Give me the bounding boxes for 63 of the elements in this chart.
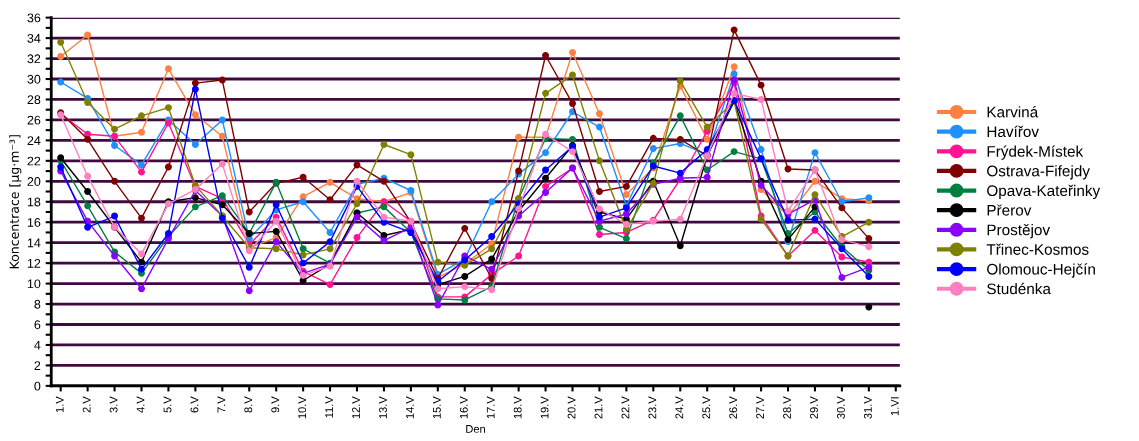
y-tick-label: 30: [27, 74, 41, 84]
y-tick-label: 26: [27, 115, 41, 125]
legend-label: Přerov: [987, 204, 1032, 216]
legend-label: Ostrava-Fifejdy: [987, 165, 1090, 180]
x-tick-label: 22.V: [621, 396, 630, 419]
x-tick-label: 28.V: [783, 396, 791, 419]
x-tick-label: 1.VI: [891, 397, 899, 416]
x-tick-label: 3.V: [109, 396, 118, 413]
x-tick-label: 18.V: [513, 396, 522, 419]
y-tick-label: 16: [27, 218, 41, 227]
y-tick-label: 36: [27, 13, 41, 23]
y-tick-label: 28: [27, 95, 41, 105]
y-tick-label: 14: [27, 238, 41, 248]
legend-label: Opava-Kateřinky: [987, 184, 1101, 200]
legend-label: Třinec-Kosmos: [986, 243, 1089, 255]
x-tick-label: 7.V: [217, 396, 226, 413]
x-tick-label: 1.V: [55, 396, 64, 413]
x-tick-label: 25.V: [702, 396, 711, 419]
legend-label: Studénka: [987, 282, 1051, 295]
x-tick-label: 5.V: [163, 396, 172, 413]
y-tick-label: 34: [27, 33, 41, 43]
x-axis-title: Den: [466, 425, 485, 433]
x-tick-label: 12.V: [352, 396, 360, 419]
x-tick-label: 19.V: [540, 396, 549, 419]
x-tick-label: 9.V: [271, 396, 280, 413]
x-tick-label: 23.V: [648, 396, 657, 419]
x-tick-label: 14.V: [406, 396, 414, 419]
legend-label: Prostějov: [987, 224, 1051, 239]
x-tick-label: 24.V: [675, 396, 684, 419]
y-tick-label: 10: [27, 279, 41, 289]
x-tick-label: 29.V: [810, 396, 818, 419]
y-tick-label: 2: [34, 361, 41, 370]
x-tick-label: 13.V: [379, 396, 387, 419]
x-tick-label: 16.V: [459, 396, 468, 419]
y-axis-title: Koncentrace [µg·m⁻³]: [9, 135, 22, 269]
y-tick-label: 0: [34, 381, 41, 391]
y-tick-label: 8: [34, 299, 41, 309]
legend-label: Olomouc-Hejčín: [987, 263, 1095, 278]
x-tick-label: 6.V: [190, 396, 199, 413]
x-tick-label: 8.V: [244, 396, 253, 413]
x-tick-label: 31.V: [863, 396, 872, 419]
legend-label: Karviná: [987, 106, 1039, 118]
x-tick-label: 4.V: [136, 396, 145, 413]
x-tick-label: 15.V: [433, 396, 441, 419]
x-tick-label: 10.V: [298, 396, 307, 419]
y-tick-label: 24: [27, 136, 41, 145]
legend-label: Havířov: [987, 125, 1039, 138]
y-tick-label: 12: [27, 258, 41, 268]
y-tick-label: 4: [34, 340, 41, 350]
y-tick-label: 18: [27, 197, 41, 207]
y-tick-label: 22: [27, 156, 41, 166]
x-tick-label: 20.V: [567, 396, 576, 419]
x-tick-label: 2.V: [82, 396, 91, 413]
y-tick-label: 20: [27, 177, 41, 186]
x-tick-label: 27.V: [756, 396, 764, 419]
x-tick-label: 17.V: [486, 396, 495, 419]
x-tick-label: 21.V: [594, 396, 603, 419]
x-tick-label: 11.V: [325, 396, 333, 418]
x-tick-label: 26.V: [729, 396, 738, 419]
x-tick-label: 30.V: [837, 396, 845, 419]
legend-label: Frýdek-Místek: [987, 145, 1084, 160]
y-tick-label: 6: [34, 320, 41, 330]
y-tick-label: 32: [27, 54, 41, 64]
